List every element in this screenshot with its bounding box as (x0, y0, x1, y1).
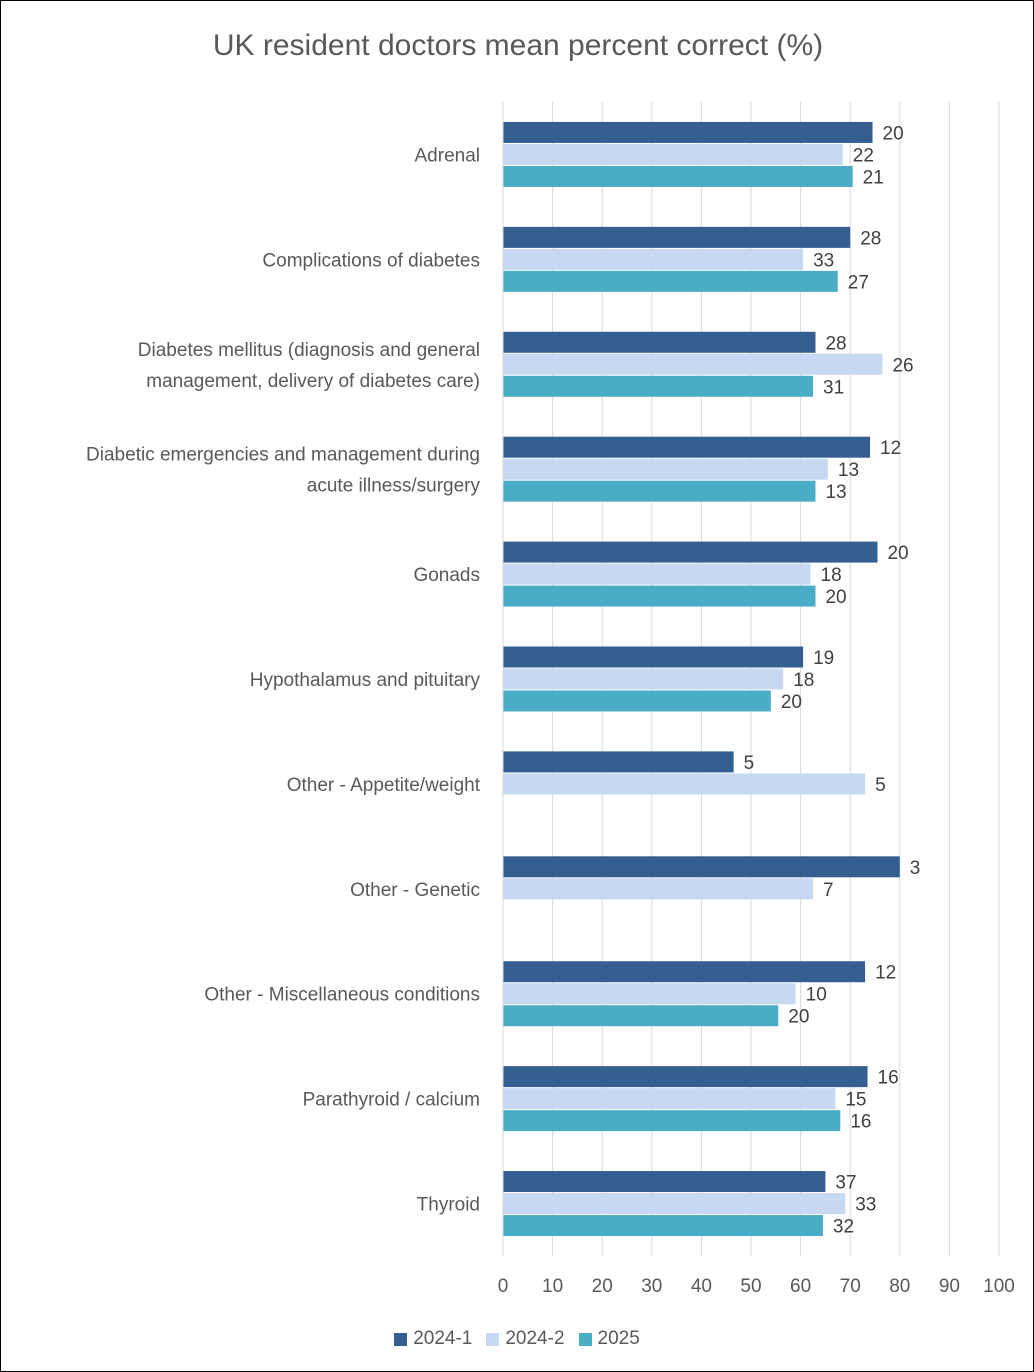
legend-swatch (578, 1332, 592, 1346)
category-label: Other - Appetite/weight (287, 775, 481, 796)
category-label: Adrenal (415, 145, 481, 166)
bar-2024-1 (503, 1171, 826, 1193)
category-label: Gonads (413, 565, 480, 586)
data-label: 13 (838, 460, 859, 481)
legend-entry: 2024-2 (486, 1328, 565, 1350)
data-label: 20 (781, 692, 802, 713)
data-label: 7 (823, 880, 834, 901)
x-tick-label: 100 (983, 1276, 1015, 1297)
data-label: 12 (875, 963, 896, 984)
x-tick-label: 60 (790, 1276, 811, 1297)
legend-label: 2024-2 (505, 1328, 565, 1349)
legend-entry: 2024-1 (394, 1328, 472, 1350)
data-label: 13 (825, 482, 846, 503)
category-label: Diabetes mellitus (diagnosis and general (138, 340, 480, 361)
data-label: 26 (892, 355, 913, 376)
bar-2025 (503, 375, 813, 397)
x-tick-label: 90 (939, 1276, 960, 1297)
data-label: 5 (744, 753, 755, 774)
bar-2024-1 (503, 121, 873, 143)
bar-2024-2 (503, 458, 828, 480)
category-label: Other - Genetic (350, 880, 480, 901)
bar-2024-2 (503, 983, 796, 1005)
legend-label: 2024-1 (413, 1328, 473, 1349)
bar-2024-1 (503, 436, 871, 458)
bar-2025 (503, 270, 838, 292)
category-label: management, delivery of diabetes care) (146, 371, 480, 392)
data-label: 32 (833, 1217, 854, 1238)
bar-2024-1 (503, 856, 900, 878)
data-label: 16 (850, 1112, 871, 1133)
x-tick-label: 40 (691, 1276, 712, 1297)
bar-2024-2 (503, 878, 813, 900)
bar-2024-1 (503, 541, 878, 563)
data-label: 20 (883, 123, 904, 144)
data-label: 33 (855, 1195, 876, 1216)
data-label: 20 (887, 543, 908, 564)
x-tick-label: 10 (542, 1276, 563, 1297)
legend: 2024-1 2024-2 2025 (0, 1328, 1034, 1350)
chart-title: UK resident doctors mean percent correct… (212, 29, 824, 62)
category-label: Other - Miscellaneous conditions (204, 985, 480, 1006)
category-label: Complications of diabetes (262, 250, 480, 271)
legend-entry: 2025 (578, 1328, 640, 1350)
bar-2025 (503, 480, 816, 502)
bar-2024-2 (503, 1193, 846, 1215)
data-label: 15 (845, 1090, 866, 1111)
data-label: 16 (878, 1068, 899, 1089)
bar-2024-2 (503, 1088, 836, 1110)
bar-2025 (503, 1215, 823, 1237)
x-tick-label: 0 (498, 1276, 509, 1297)
data-label: 12 (880, 438, 901, 459)
data-label: 22 (853, 145, 874, 166)
data-label: 5 (875, 775, 886, 796)
category-label: acute illness/surgery (307, 476, 481, 497)
data-label: 28 (860, 228, 881, 249)
legend-swatch (486, 1332, 500, 1346)
x-tick-label: 80 (889, 1276, 910, 1297)
bar-2025 (503, 1005, 779, 1027)
bar-2024-2 (503, 143, 843, 165)
bar-2025 (503, 690, 771, 712)
bar-2024-2 (503, 563, 811, 585)
category-label: Diabetic emergencies and management duri… (86, 445, 480, 466)
data-label: 33 (813, 250, 834, 271)
legend-swatch (394, 1332, 408, 1346)
data-label: 10 (806, 985, 827, 1006)
data-label: 27 (848, 272, 869, 293)
x-tick-label: 30 (641, 1276, 662, 1297)
bar-2024-1 (503, 331, 816, 353)
category-label: Hypothalamus and pituitary (250, 670, 481, 691)
bar-2024-1 (503, 226, 851, 248)
bar-2025 (503, 1110, 841, 1132)
x-tick-label: 70 (840, 1276, 861, 1297)
bar-2024-1 (503, 1066, 868, 1088)
data-label: 28 (825, 333, 846, 354)
bar-2025 (503, 165, 853, 187)
legend-label: 2025 (597, 1328, 640, 1349)
data-label: 21 (863, 167, 884, 188)
category-label: Parathyroid / calcium (303, 1090, 480, 1111)
data-label: 3 (910, 858, 921, 879)
data-label: 19 (813, 648, 834, 669)
bar-2024-2 (503, 353, 883, 375)
bar-2024-2 (503, 248, 804, 270)
x-tick-label: 50 (740, 1276, 761, 1297)
data-label: 37 (835, 1173, 856, 1194)
data-label: 18 (793, 670, 814, 691)
x-tick-label: 20 (592, 1276, 613, 1297)
data-label: 18 (821, 565, 842, 586)
data-label: 20 (788, 1007, 809, 1028)
data-label: 31 (823, 377, 844, 398)
bar-2024-2 (503, 668, 784, 690)
data-label: 20 (825, 587, 846, 608)
bar-2024-1 (503, 961, 866, 983)
category-label: Thyroid (417, 1195, 480, 1216)
bar-2025 (503, 585, 816, 607)
bar-2024-2 (503, 773, 866, 795)
bar-2024-1 (503, 751, 734, 773)
bar-2024-1 (503, 646, 804, 668)
